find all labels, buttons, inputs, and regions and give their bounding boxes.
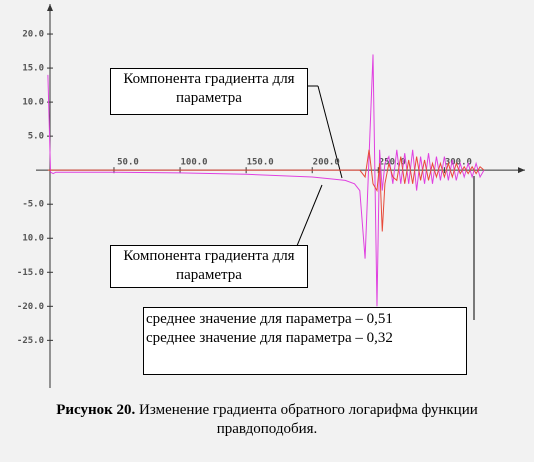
x-tick-label: 100.0 <box>181 158 208 168</box>
y-tick-label: 5.0 <box>28 132 44 142</box>
x-tick-label: 50.0 <box>117 158 139 168</box>
annotation: Компонента градиента для параметра <box>110 68 308 115</box>
annotation: среднее значение для параметра – 0,51 <box>146 311 393 327</box>
leader-line <box>317 85 343 179</box>
x-tick-label: 300.0 <box>445 158 472 168</box>
y-axis-arrow <box>47 4 53 11</box>
caption-text: Изменение градиента обратного логарифма … <box>139 402 478 437</box>
caption-label: Рисунок 20. <box>56 402 136 418</box>
y-tick-label: 10.0 <box>22 234 44 244</box>
y-tick-label: -5.0 <box>22 200 44 210</box>
x-tick-label: 150.0 <box>247 158 274 168</box>
series-line <box>47 54 485 307</box>
annotation: среднее значение для параметра – 0,32 <box>146 330 393 346</box>
series-line <box>47 149 485 232</box>
caption: Рисунок 20. Изменение градиента обратног… <box>10 401 524 439</box>
annotation-box: среднее значение для параметра – 0,51 ср… <box>143 307 467 375</box>
y-tick-label: 20.0 <box>22 30 44 40</box>
y-tick-label: 10.0 <box>22 98 44 108</box>
annotation: Компонента градиента для параметра <box>110 245 308 288</box>
x-axis-arrow <box>518 167 525 174</box>
y-tick-label: -25.0 <box>17 336 44 346</box>
y-tick-label: -20.0 <box>17 302 44 312</box>
y-tick-label: 15.0 <box>22 64 44 74</box>
y-tick-label: -15.0 <box>17 268 44 278</box>
x-tick-label: 200.0 <box>313 158 340 168</box>
x-tick-label: 250.0 <box>379 158 406 168</box>
